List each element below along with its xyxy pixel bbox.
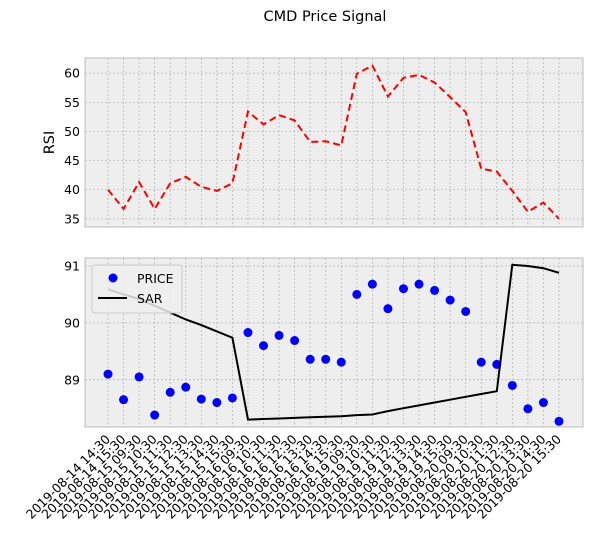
- price-point: [119, 395, 129, 405]
- y-tick-label: 91: [64, 258, 80, 273]
- price-point: [150, 410, 160, 420]
- price-point: [103, 369, 113, 379]
- rsi-line: [107, 64, 560, 220]
- price-point: [274, 330, 284, 340]
- legend-price-label: PRICE: [137, 271, 174, 286]
- y-tick-label: 60: [64, 66, 80, 81]
- price-point: [134, 372, 144, 382]
- price-point: [196, 394, 206, 404]
- price-point: [352, 289, 362, 299]
- price-point: [305, 354, 315, 364]
- price-point: [507, 380, 517, 390]
- y-tick-label: 90: [64, 315, 80, 330]
- y-tick-label: 50: [64, 124, 80, 139]
- y-tick-label: 45: [64, 153, 80, 168]
- price-point: [165, 387, 175, 397]
- rsi-panel: 35 40 45 50 55 60 RSI: [42, 57, 584, 228]
- price-point: [321, 354, 331, 364]
- legend-sar-label: SAR: [137, 291, 163, 306]
- sar-line: [107, 263, 560, 421]
- price-point: [212, 398, 222, 408]
- price-point: [383, 304, 393, 314]
- price-point: [181, 382, 191, 392]
- y-tick-label: 89: [64, 372, 80, 387]
- price-point: [476, 357, 486, 367]
- price-point: [414, 279, 424, 289]
- price-point: [538, 398, 548, 408]
- legend: PRICE SAR: [91, 264, 183, 314]
- y-tick-label: 55: [64, 95, 80, 110]
- price-point: [259, 341, 269, 351]
- price-point: [227, 393, 237, 403]
- chart-title: CMD Price Signal: [264, 9, 387, 25]
- legend-price-marker: [108, 273, 118, 283]
- y-tick-label: 35: [64, 211, 80, 226]
- price-point: [243, 328, 253, 338]
- price-point: [461, 306, 471, 316]
- y-axis-label: RSI: [42, 131, 58, 155]
- y-tick-label: 40: [64, 182, 80, 197]
- price-point: [430, 285, 440, 295]
- price-point: [554, 416, 564, 426]
- price-point: [367, 279, 377, 289]
- price-point: [336, 357, 346, 367]
- price-point: [398, 284, 408, 294]
- price-point: [290, 336, 300, 346]
- price-point: [523, 404, 533, 414]
- price-point: [445, 295, 455, 305]
